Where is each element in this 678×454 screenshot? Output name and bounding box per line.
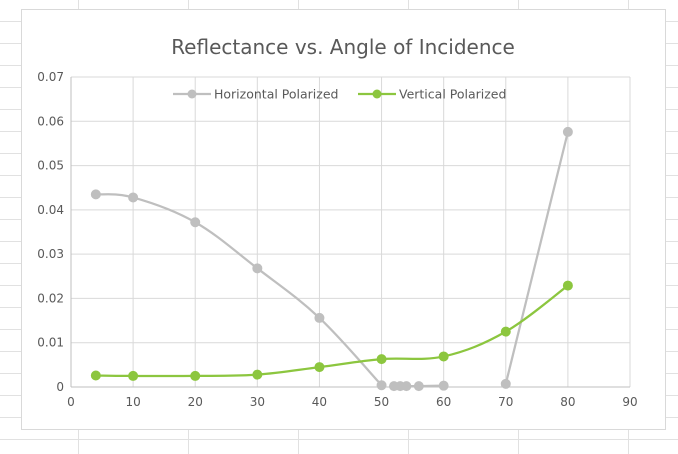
vertical-polarized-point (252, 369, 263, 380)
legend-marker (372, 89, 382, 99)
legend-label: Horizontal Polarized (214, 87, 338, 102)
horizontal-polarized-point (562, 126, 573, 137)
axes: 0 0.01 0.02 0.03 0.04 0.05 0.06 0.07 0 10 20 30 40 50… (37, 70, 637, 409)
horizontal-polarized-line (504, 130, 570, 386)
x-tick-label: 0 (67, 395, 75, 409)
gridlines (71, 76, 631, 387)
vertical-polarized-point (90, 370, 101, 381)
x-tick-label: 70 (498, 395, 513, 409)
legend-item-horizontal-polarized[interactable]: Horizontal Polarized (173, 87, 338, 102)
x-tick-label: 80 (560, 395, 575, 409)
vertical-polarized-point (500, 326, 511, 337)
horizontal-polarized-point (401, 381, 412, 392)
y-tick-label: 0.02 (37, 291, 64, 305)
series-lines (94, 130, 570, 388)
legend-label: Vertical Polarized (399, 87, 506, 102)
horizontal-polarized-point (128, 192, 139, 203)
x-tick-label: 50 (374, 395, 389, 409)
vertical-polarized-point (314, 362, 325, 373)
x-tick-label: 40 (312, 395, 327, 409)
vertical-polarized-point (438, 351, 449, 362)
y-tick-label: 0.03 (37, 247, 64, 261)
horizontal-polarized-point (190, 217, 201, 228)
chart-title: Reflectance vs. Angle of Incidence (171, 35, 515, 59)
x-tick-label: 30 (250, 395, 265, 409)
horizontal-polarized-point (413, 381, 424, 392)
y-tick-label: 0.07 (37, 70, 64, 84)
legend[interactable]: Horizontal Polarized Vertical Polarized (173, 87, 506, 102)
vertical-polarized-point (562, 280, 573, 291)
horizontal-polarized-point (252, 263, 263, 274)
horizontal-polarized-point (376, 380, 387, 391)
y-tick-label: 0.04 (37, 203, 64, 217)
series-markers (90, 126, 573, 392)
vertical-polarized-point (128, 370, 139, 381)
y-tick-label: 0.06 (37, 114, 64, 128)
legend-marker (187, 89, 197, 99)
x-tick-label: 10 (125, 395, 140, 409)
horizontal-polarized-point (438, 380, 449, 391)
horizontal-polarized-line (94, 193, 383, 387)
horizontal-polarized-point (314, 312, 325, 323)
legend-item-vertical-polarized[interactable]: Vertical Polarized (358, 87, 506, 102)
chart-area[interactable]: Reflectance vs. Angle of Incidence 0 0.01… (21, 9, 666, 430)
y-tick-label: 0.01 (37, 336, 64, 350)
x-tick-label: 90 (622, 395, 637, 409)
x-tick-label: 20 (188, 395, 203, 409)
vertical-polarized-point (190, 370, 201, 381)
horizontal-polarized-point (500, 378, 511, 389)
x-tick-label: 60 (436, 395, 451, 409)
y-tick-label: 0 (56, 380, 64, 394)
reflectance-chart: Reflectance vs. Angle of Incidence 0 0.01… (37, 35, 637, 409)
y-tick-label: 0.05 (37, 159, 64, 173)
horizontal-polarized-point (90, 189, 101, 200)
vertical-polarized-point (376, 354, 387, 365)
